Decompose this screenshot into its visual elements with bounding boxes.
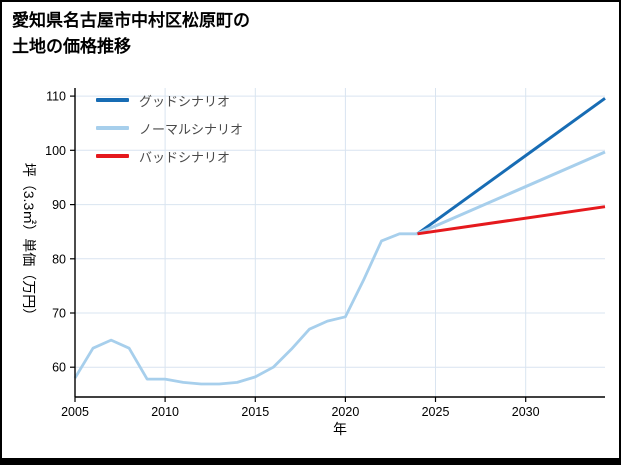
legend-item-good-scenario: グッドシナリオ (96, 86, 243, 114)
y-axis-label: 坪（3.3㎡）単価（万円） (21, 163, 37, 322)
y-tick-label: 110 (46, 90, 66, 104)
series-bad-scenario (417, 205, 606, 236)
y-tick-label: 70 (52, 307, 66, 321)
legend-item-bad-scenario: バッドシナリオ (96, 142, 243, 170)
chart-legend: グッドシナリオ ノーマルシナリオ バッドシナリオ (96, 86, 243, 170)
legend-label-bad-scenario: バッドシナリオ (139, 149, 231, 165)
y-tick-label: 80 (52, 252, 66, 266)
series-historical (73, 232, 418, 386)
x-tick-label: 2010 (151, 405, 179, 419)
price-trend-chart: 2005 2010 2015 2020 2025 2030 60 70 80 90 100 110 年 坪… (21, 88, 606, 437)
series-normal-scenario (416, 150, 606, 236)
chart-title: 愛知県名古屋市中村区松原町の 土地の価格推移 (12, 8, 250, 59)
legend-label-good-scenario: グッドシナリオ (139, 93, 231, 109)
bottom-bar (2, 458, 619, 463)
y-tick-label: 60 (52, 361, 66, 375)
x-tick-label: 2005 (61, 405, 89, 419)
legend-line-sample-good-scenario (96, 98, 129, 102)
chart-title-line1: 愛知県名古屋市中村区松原町の (12, 11, 250, 30)
chart-title-line2: 土地の価格推移 (12, 36, 131, 56)
x-tick-label: 2030 (512, 405, 540, 419)
legend-label-normal-scenario: ノーマルシナリオ (139, 121, 244, 137)
y-tick-label: 90 (52, 198, 66, 212)
x-tick-label: 2025 (422, 405, 450, 419)
legend-line-sample-normal-scenario (96, 126, 129, 130)
y-tick-label: 100 (45, 144, 66, 158)
legend-item-normal-scenario: ノーマルシナリオ (96, 114, 243, 142)
x-tick-label: 2015 (241, 405, 269, 419)
legend-line-sample-bad-scenario (96, 154, 129, 158)
series-good-scenario (416, 97, 606, 236)
x-tick-label: 2020 (331, 405, 359, 419)
x-axis-label: 年 (333, 421, 347, 437)
